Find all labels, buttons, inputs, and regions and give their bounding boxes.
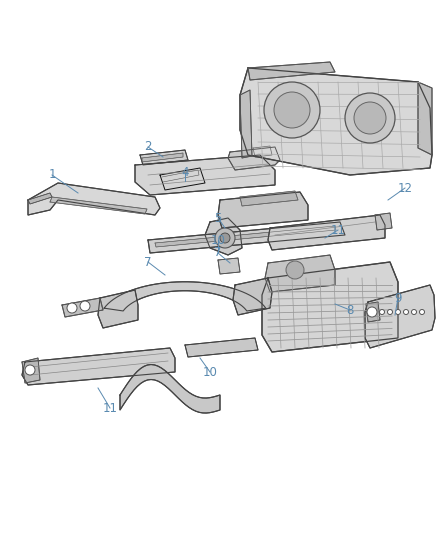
Text: 5: 5: [214, 212, 222, 224]
Circle shape: [411, 310, 417, 314]
Polygon shape: [62, 298, 103, 317]
Text: 8: 8: [346, 303, 354, 317]
Polygon shape: [28, 183, 160, 215]
Polygon shape: [120, 365, 220, 413]
Polygon shape: [140, 150, 188, 165]
Circle shape: [420, 310, 424, 314]
Text: 12: 12: [398, 182, 413, 195]
Polygon shape: [98, 290, 138, 328]
Polygon shape: [22, 358, 40, 383]
Circle shape: [367, 307, 377, 317]
Polygon shape: [22, 348, 175, 385]
Text: 11: 11: [102, 401, 117, 415]
Polygon shape: [218, 258, 240, 274]
Polygon shape: [253, 146, 272, 157]
Polygon shape: [262, 262, 398, 352]
Text: 2: 2: [144, 141, 152, 154]
Circle shape: [379, 310, 385, 314]
Polygon shape: [218, 192, 308, 228]
Circle shape: [345, 93, 395, 143]
Polygon shape: [50, 197, 147, 214]
Circle shape: [215, 228, 235, 248]
Polygon shape: [155, 226, 336, 247]
Polygon shape: [366, 302, 380, 322]
Text: 1: 1: [48, 168, 56, 182]
Polygon shape: [28, 193, 52, 204]
Circle shape: [67, 303, 77, 313]
Polygon shape: [148, 222, 345, 253]
Text: 4: 4: [181, 166, 189, 180]
Polygon shape: [160, 168, 205, 190]
Polygon shape: [185, 338, 258, 357]
Polygon shape: [228, 147, 280, 170]
Circle shape: [25, 365, 35, 375]
Polygon shape: [104, 282, 266, 311]
Circle shape: [388, 310, 392, 314]
Polygon shape: [265, 255, 335, 292]
Circle shape: [286, 261, 304, 279]
Circle shape: [403, 310, 409, 314]
Text: 9: 9: [394, 292, 402, 304]
Circle shape: [80, 301, 90, 311]
Polygon shape: [240, 68, 432, 175]
Circle shape: [354, 102, 386, 134]
Polygon shape: [248, 62, 335, 80]
Polygon shape: [240, 191, 298, 206]
Circle shape: [274, 92, 310, 128]
Text: 10: 10: [211, 233, 226, 246]
Circle shape: [264, 82, 320, 138]
Polygon shape: [418, 82, 432, 155]
Text: 10: 10: [202, 366, 217, 378]
Polygon shape: [135, 155, 275, 195]
Polygon shape: [233, 278, 272, 315]
Text: 7: 7: [214, 246, 222, 260]
Polygon shape: [240, 90, 252, 158]
Polygon shape: [268, 215, 385, 250]
Circle shape: [396, 310, 400, 314]
Circle shape: [220, 233, 230, 243]
Text: 7: 7: [144, 255, 152, 269]
Polygon shape: [375, 213, 392, 230]
Polygon shape: [365, 285, 435, 348]
Polygon shape: [205, 218, 242, 255]
Polygon shape: [142, 153, 183, 162]
Text: 11: 11: [331, 223, 346, 237]
